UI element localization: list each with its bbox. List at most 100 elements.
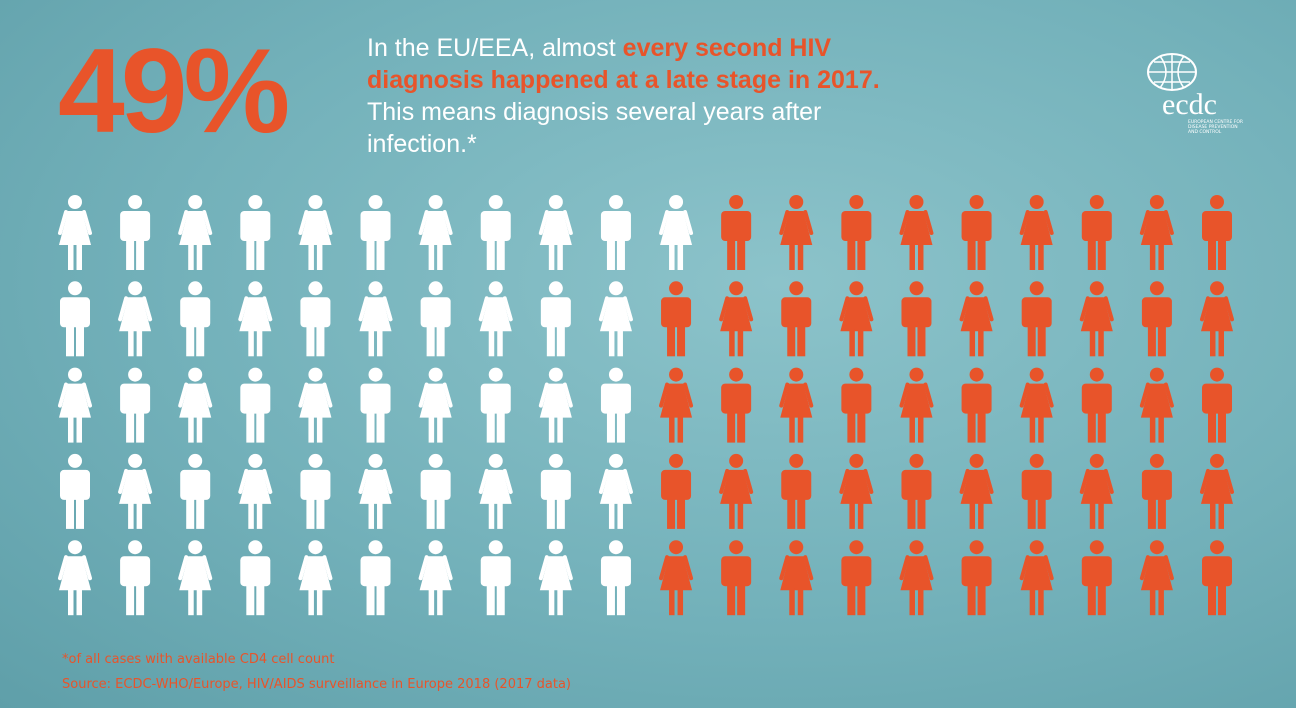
- icon-leg: [556, 493, 565, 529]
- icon-leg: [1218, 501, 1224, 529]
- icon-dress: [59, 556, 91, 591]
- icon-leg: [667, 493, 676, 529]
- icon-head: [488, 281, 503, 296]
- female-icon: [358, 281, 393, 357]
- icon-leg: [66, 321, 74, 357]
- icon-arms: [58, 555, 92, 581]
- icon-leg: [76, 588, 82, 616]
- icon-leg: [1038, 243, 1044, 270]
- icon-leg: [548, 243, 555, 270]
- icon-leg: [857, 235, 866, 270]
- icon-leg: [606, 407, 615, 443]
- icon-leg: [1098, 501, 1104, 529]
- highlight: every second HIV diagnosis happened at a…: [367, 34, 880, 94]
- icon-head: [1210, 540, 1224, 555]
- icon-leg: [917, 243, 924, 270]
- icon-leg: [497, 501, 503, 529]
- male-icon: [240, 367, 271, 443]
- icon-torso: [240, 556, 271, 587]
- icon-dress: [179, 556, 212, 591]
- icon-leg: [1149, 588, 1156, 616]
- female-icon: [178, 540, 213, 616]
- icon-torso: [961, 383, 992, 414]
- female-icon: [1079, 453, 1114, 529]
- icon-leg: [316, 588, 323, 616]
- female-icon: [238, 281, 273, 357]
- icon-head: [669, 367, 684, 382]
- logo-name: ecdc: [1162, 88, 1217, 121]
- icon-arms: [418, 210, 453, 235]
- icon-head: [188, 367, 203, 382]
- icon-leg: [617, 501, 623, 529]
- icon-arms: [839, 468, 874, 494]
- icon-leg: [616, 235, 625, 270]
- male-icon: [1021, 281, 1052, 357]
- icon-leg: [366, 580, 375, 616]
- icon-head: [669, 195, 684, 209]
- icon-leg: [1038, 588, 1044, 616]
- icon-dress: [720, 469, 753, 504]
- icon-head: [1029, 367, 1044, 382]
- icon-dress: [1201, 297, 1233, 332]
- icon-leg: [1218, 407, 1226, 443]
- icon-leg: [669, 243, 675, 270]
- icon-torso: [180, 469, 211, 500]
- icon-torso: [901, 469, 932, 500]
- female-icon: [478, 453, 513, 529]
- male-icon: [961, 195, 992, 270]
- female-icon: [719, 453, 754, 529]
- male-icon: [781, 281, 812, 357]
- female-icon: [659, 195, 694, 270]
- icon-dress: [419, 383, 452, 418]
- icon-leg: [729, 501, 735, 529]
- male-icon: [961, 540, 992, 616]
- icon-leg: [186, 493, 195, 529]
- female-icon: [298, 540, 333, 616]
- icon-head: [608, 540, 623, 555]
- icon-head: [428, 195, 443, 209]
- icon-head: [488, 540, 503, 555]
- icon-leg: [196, 493, 205, 529]
- icon-leg: [677, 493, 686, 529]
- icon-head: [849, 453, 864, 468]
- icon-leg: [1147, 493, 1156, 529]
- icon-head: [248, 195, 263, 209]
- icon-arms: [1139, 555, 1174, 581]
- icon-torso: [1202, 556, 1232, 587]
- icon-arms: [58, 210, 92, 235]
- icon-leg: [1097, 235, 1106, 270]
- icon-head: [1149, 281, 1164, 296]
- icon-leg: [368, 329, 375, 357]
- icon-leg: [188, 243, 194, 270]
- icon-dress: [1080, 297, 1113, 332]
- icon-head: [68, 367, 82, 382]
- female-icon: [538, 195, 573, 270]
- icon-head: [548, 367, 563, 382]
- icon-arms: [178, 382, 213, 408]
- icon-head: [1210, 367, 1224, 382]
- icon-leg: [126, 235, 135, 270]
- icon-head: [68, 540, 82, 555]
- icon-head: [1089, 367, 1104, 382]
- icon-leg: [196, 588, 203, 616]
- icon-leg: [978, 329, 984, 357]
- icon-leg: [797, 493, 806, 529]
- icon-head: [1210, 453, 1224, 468]
- icon-leg: [66, 493, 74, 529]
- icon-head: [488, 453, 503, 468]
- female-icon: [1019, 195, 1054, 270]
- male-icon: [1021, 453, 1052, 529]
- icon-leg: [1157, 321, 1166, 357]
- icon-leg: [136, 235, 145, 270]
- icon-head: [428, 281, 443, 296]
- icon-torso: [540, 469, 571, 500]
- icon-leg: [486, 407, 495, 443]
- icon-leg: [969, 329, 976, 357]
- icon-leg: [677, 243, 684, 270]
- icon-torso: [540, 297, 571, 328]
- icon-leg: [727, 235, 736, 270]
- icon-leg: [847, 235, 856, 270]
- icon-torso: [961, 211, 992, 241]
- icon-head: [1029, 281, 1044, 296]
- icon-torso: [1202, 211, 1232, 241]
